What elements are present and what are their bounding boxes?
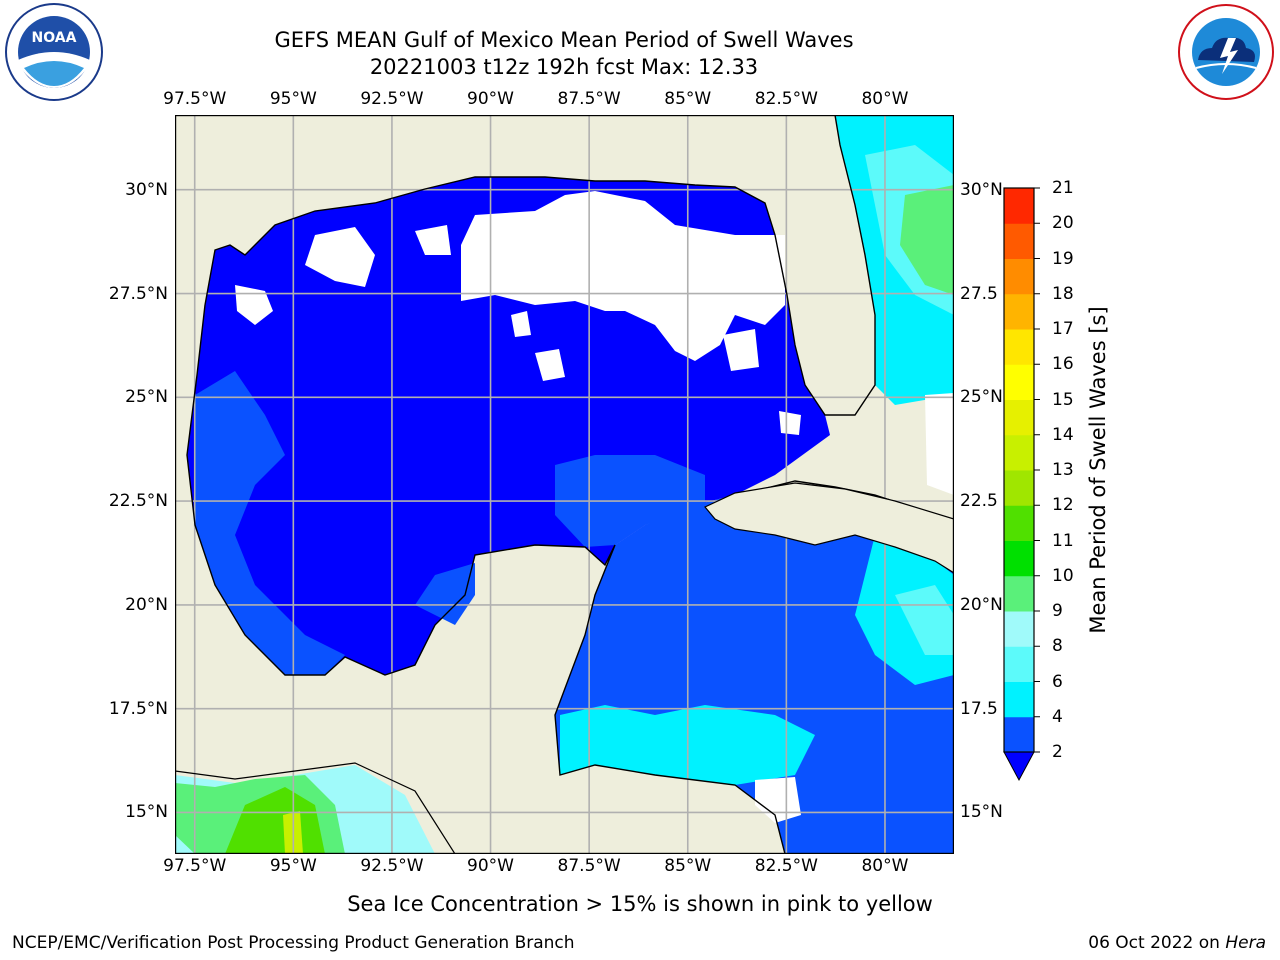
colorbar-tick-label: 9 bbox=[1052, 601, 1063, 621]
latitude-tick-label-right: 30°N bbox=[960, 179, 1003, 200]
colorbar bbox=[1003, 187, 1040, 782]
latitude-tick-label: 20°N bbox=[125, 594, 168, 615]
footer-date: 06 Oct 2022 on Hera bbox=[1088, 933, 1266, 953]
colorbar-tick-label: 18 bbox=[1052, 283, 1074, 304]
colorbar-segment bbox=[1004, 540, 1034, 577]
colorbar-segment bbox=[1004, 258, 1034, 295]
longitude-tick-label: 95°W bbox=[269, 89, 317, 109]
colorbar-tick-label: 4 bbox=[1052, 706, 1063, 727]
gulf-west-band bbox=[195, 371, 345, 675]
latitude-tick-label: 30°N bbox=[125, 179, 168, 200]
colorbar-tick-label: 10 bbox=[1052, 565, 1074, 586]
colorbar-tick-label: 19 bbox=[1052, 248, 1074, 269]
latitude-tick-label-right: 20°N bbox=[960, 594, 1003, 615]
colorbar-tick-label: 20 bbox=[1052, 213, 1074, 234]
colorbar-tick-label: 14 bbox=[1052, 424, 1074, 445]
colorbar-tick-label: 11 bbox=[1052, 530, 1074, 551]
longitude-tick-label: 87.5°W bbox=[557, 89, 621, 109]
colorbar-segment bbox=[1004, 188, 1034, 224]
longitude-tick-label: 80°W bbox=[861, 89, 909, 109]
colorbar-segment bbox=[1004, 681, 1034, 718]
colorbar-segment bbox=[1004, 716, 1034, 753]
latitude-tick-label: 25°N bbox=[125, 387, 168, 408]
noaa-logo: NOAA bbox=[5, 3, 103, 101]
colorbar-tick-label: 21 bbox=[1052, 178, 1074, 198]
cuba-island bbox=[704, 482, 954, 574]
colorbar-segment bbox=[1004, 505, 1034, 541]
latitude-tick-label: 15°N bbox=[125, 802, 168, 823]
colorbar-segment bbox=[1004, 329, 1034, 365]
colorbar-segment bbox=[1004, 223, 1034, 259]
colorbar-segment bbox=[1004, 646, 1034, 682]
gridlines bbox=[175, 115, 954, 854]
footer-host: Hera bbox=[1225, 933, 1266, 953]
colorbar-tick-label: 12 bbox=[1052, 495, 1074, 516]
latitude-tick-label: 27.5°N bbox=[108, 283, 168, 304]
footer-branch: NCEP/EMC/Verification Post Processing Pr… bbox=[12, 933, 575, 953]
colorbar-tick-label: 2 bbox=[1052, 742, 1063, 762]
colorbar-tick-label: 6 bbox=[1052, 671, 1063, 692]
coastline-gulf bbox=[186, 304, 786, 854]
colorbar-tick-label: 13 bbox=[1052, 460, 1074, 480]
colorbar-segment bbox=[1004, 293, 1034, 330]
longitude-tick-label: 80°W bbox=[861, 856, 909, 876]
colorbar-tick-label: 8 bbox=[1052, 636, 1063, 657]
latitude-tick-label-right: 27.5 bbox=[960, 283, 998, 304]
svg-text:NOAA: NOAA bbox=[32, 30, 77, 46]
central-america-coast bbox=[175, 762, 456, 854]
longitude-tick-label: 85°W bbox=[664, 89, 712, 109]
colorbar-segment bbox=[1004, 434, 1034, 471]
colorbar-title: Mean Period of Swell Waves [s] bbox=[1086, 306, 1110, 634]
colorbar-segment bbox=[1004, 399, 1034, 436]
latitude-tick-label-right: 22.5 bbox=[960, 491, 998, 512]
latitude-tick-label-right: 15°N bbox=[960, 802, 1003, 823]
longitude-tick-label: 87.5°W bbox=[557, 856, 621, 876]
longitude-tick-label: 85°W bbox=[664, 856, 712, 876]
colorbar-extend-triangle bbox=[1003, 751, 1035, 782]
longitude-tick-label: 82.5°W bbox=[754, 89, 818, 109]
latitude-tick-label-right: 17.5 bbox=[960, 698, 998, 719]
longitude-tick-label: 90°W bbox=[467, 89, 515, 109]
longitude-tick-label: 95°W bbox=[269, 856, 317, 876]
colorbar-tick-label: 15 bbox=[1052, 389, 1074, 410]
longitude-tick-label: 92.5°W bbox=[360, 856, 424, 876]
colorbar-segment bbox=[1004, 364, 1034, 400]
longitude-tick-label: 92.5°W bbox=[360, 89, 424, 109]
colorbar-segment bbox=[1004, 575, 1034, 612]
chart-title: GEFS MEAN Gulf of Mexico Mean Period of … bbox=[274, 28, 854, 52]
caribbean-light-east bbox=[895, 585, 954, 655]
sea-ice-note: Sea Ice Concentration > 15% is shown in … bbox=[347, 892, 933, 916]
footer-date-text: 06 Oct 2022 on bbox=[1088, 933, 1226, 953]
chart-subtitle: 20221003 t12z 192h fcst Max: 12.33 bbox=[369, 55, 759, 79]
longitude-tick-label: 82.5°W bbox=[754, 856, 818, 876]
colorbar-segment bbox=[1004, 611, 1034, 647]
latitude-tick-label: 22.5°N bbox=[108, 491, 168, 512]
map-frame bbox=[175, 115, 954, 854]
latitude-tick-label-right: 25°N bbox=[960, 387, 1003, 408]
latitude-tick-label: 17.5°N bbox=[108, 698, 168, 719]
colorbar-tick-label: 17 bbox=[1052, 319, 1074, 339]
nws-logo bbox=[1178, 4, 1274, 100]
colorbar-segment bbox=[1004, 470, 1034, 506]
colorbar-tick-label: 16 bbox=[1052, 354, 1074, 375]
calm-areas bbox=[235, 191, 954, 823]
gulf-campeche-band bbox=[415, 563, 475, 625]
coastline-north bbox=[204, 115, 876, 416]
longitude-tick-label: 97.5°W bbox=[163, 856, 227, 876]
longitude-tick-label: 97.5°W bbox=[163, 89, 227, 109]
atlantic-green bbox=[900, 185, 954, 295]
longitude-tick-label: 90°W bbox=[467, 856, 515, 876]
swell-period-map bbox=[175, 115, 954, 854]
